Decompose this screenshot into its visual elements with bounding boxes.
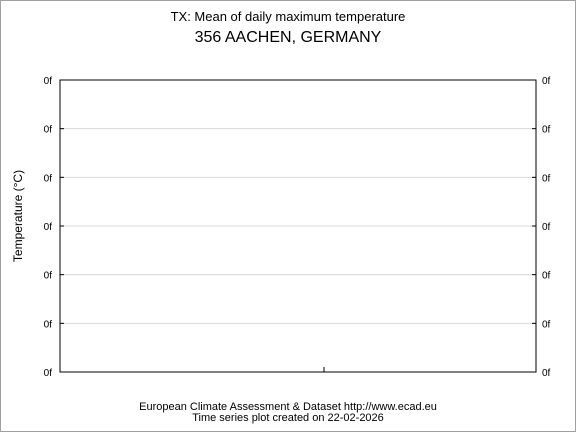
y-axis-label: Temperature (°C) — [11, 170, 25, 262]
y-ticks-right: 0f 0f 0f 0f 0f 0f 0f — [532, 76, 551, 379]
grid-lines — [60, 128, 536, 324]
y-tick-label-right: 0f — [542, 76, 551, 87]
y-tick-label-right: 0f — [542, 368, 551, 379]
y-tick-label-left: 0f — [44, 271, 53, 282]
chart-subtitle: 356 AACHEN, GERMANY — [195, 29, 382, 46]
y-ticks-left: 0f 0f 0f 0f 0f 0f 0f — [44, 76, 64, 379]
y-tick-label-right: 0f — [542, 125, 551, 136]
y-tick-label-right: 0f — [542, 271, 551, 282]
y-tick-label-right: 0f — [542, 222, 551, 233]
y-tick-label-right: 0f — [542, 319, 551, 330]
y-tick-label-left: 0f — [44, 222, 53, 233]
footer-created: Time series plot created on 22-02-2026 — [192, 412, 384, 424]
y-tick-label-right: 0f — [542, 173, 551, 184]
y-tick-label-left: 0f — [44, 368, 53, 379]
footer-source: European Climate Assessment & Dataset ht… — [139, 401, 437, 413]
y-tick-label-left: 0f — [44, 319, 53, 330]
y-tick-label-left: 0f — [44, 173, 53, 184]
y-tick-label-left: 0f — [44, 125, 53, 136]
chart-title: TX: Mean of daily maximum temperature — [171, 9, 406, 24]
y-tick-label-left: 0f — [44, 76, 53, 87]
